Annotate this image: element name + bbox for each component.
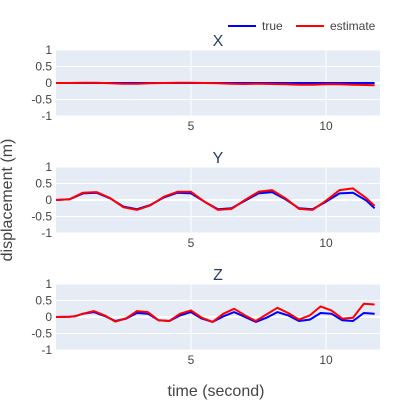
y-tick-label: 0 — [45, 193, 52, 207]
x-tick-label: 5 — [188, 236, 195, 250]
x-axis-title: time (second) — [168, 383, 265, 400]
y-tick-label: -0.5 — [31, 327, 52, 341]
x-tick-label: 10 — [319, 119, 333, 133]
y-tick-label: -0.5 — [31, 210, 52, 224]
y-tick-label: 0 — [45, 310, 52, 324]
y-tick-label: 1 — [45, 277, 52, 291]
y-tick-label: 1 — [45, 160, 52, 174]
x-tick-label: 5 — [188, 353, 195, 367]
y-tick-label: -1 — [41, 109, 52, 123]
x-tick-label: 10 — [319, 236, 333, 250]
y-tick-label: -1 — [41, 343, 52, 357]
y-tick-label: 0.5 — [35, 294, 52, 308]
y-axis-title: displacement (m) — [0, 139, 16, 262]
subplot-y: 1 0.5 0 -0.5 -1 5 10 Y — [31, 150, 380, 250]
y-tick-label: 0 — [45, 76, 52, 90]
subplot-z: 1 0.5 0 -0.5 -1 5 10 Z — [31, 267, 380, 367]
y-tick-label: -0.5 — [31, 93, 52, 107]
x-tick-label: 5 — [188, 119, 195, 133]
y-tick-label: -1 — [41, 226, 52, 240]
y-tick-label: 0.5 — [35, 177, 52, 191]
y-tick-label: 0.5 — [35, 60, 52, 74]
subplot-title: X — [213, 33, 224, 50]
subplot-title: Y — [213, 150, 224, 167]
series-line-estimate-y — [55, 187, 376, 211]
series-line-estimate-x — [56, 81, 375, 87]
subplot-x: 1 0.5 0 -0.5 -1 5 10 X — [31, 33, 380, 133]
legend-label: true — [262, 19, 283, 33]
legend: true estimate — [228, 19, 376, 33]
series-line-estimate-z — [55, 302, 375, 323]
subplot-title: Z — [213, 267, 223, 284]
x-tick-label: 10 — [319, 353, 333, 367]
y-tick-label: 1 — [45, 43, 52, 57]
legend-label: estimate — [330, 19, 376, 33]
